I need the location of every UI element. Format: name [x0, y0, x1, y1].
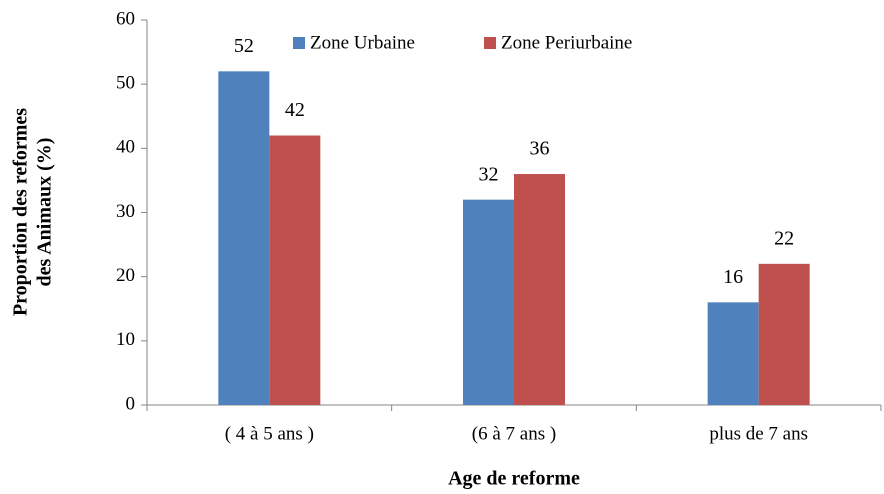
x-tick-label: plus de 7 ans: [709, 423, 808, 444]
data-label: 32: [479, 163, 499, 185]
bar: [463, 199, 514, 405]
data-label: 22: [774, 227, 794, 249]
bar: [758, 263, 810, 405]
y-tick-label: 20: [116, 265, 135, 286]
bar: [218, 71, 270, 405]
legend-label: Zone Periurbaine: [501, 32, 632, 53]
legend-swatch: [484, 37, 496, 49]
bar: [514, 174, 565, 405]
y-tick-label: 0: [126, 393, 136, 414]
data-label: 16: [723, 266, 743, 288]
y-tick-label: 50: [116, 73, 135, 94]
y-tick-label: 60: [116, 8, 135, 29]
y-tick-label: 40: [116, 137, 135, 158]
y-axis-title: Proportion des reformes: [10, 108, 32, 316]
data-label: 42: [285, 99, 305, 121]
data-label: 36: [530, 138, 550, 160]
legend-label: Zone Urbaine: [310, 32, 415, 53]
x-tick-label: (6 à 7 ans ): [472, 423, 556, 444]
x-axis-title: Age de reforme: [448, 468, 580, 490]
y-axis-title: des Animaux (%): [34, 138, 56, 287]
bar: [269, 135, 321, 405]
x-tick-label: ( 4 à 5 ans ): [225, 423, 314, 444]
y-tick-label: 30: [116, 201, 135, 222]
data-label: 52: [234, 35, 254, 57]
y-tick-label: 10: [116, 329, 135, 350]
legend-swatch: [293, 37, 305, 49]
bar: [707, 302, 759, 405]
